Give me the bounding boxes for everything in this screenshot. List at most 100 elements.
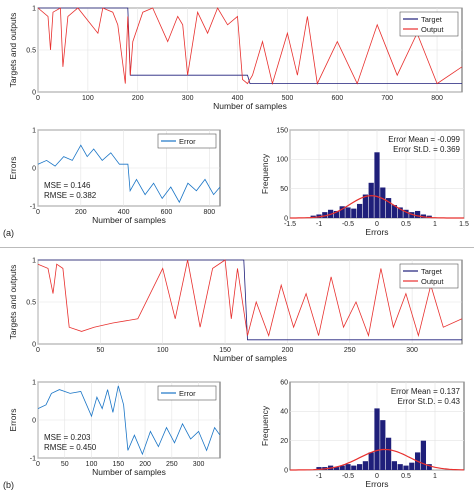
a-hist-xlabel: Errors [365, 227, 388, 237]
b-hist-bar [409, 462, 415, 470]
a-hist-bar [356, 203, 363, 218]
b-top-xtick-label: 0 [36, 347, 40, 354]
b-hist-bar [391, 461, 398, 470]
b-error-series-error [37, 385, 221, 456]
a-top-xtick-label: 800 [431, 95, 443, 102]
a-top-legend-entry: Output [421, 25, 444, 34]
b-top-series-target [38, 259, 462, 341]
a-error-xtick-label: 200 [75, 209, 87, 216]
a-hist-bar [362, 194, 369, 218]
panel-b-label: (b) [3, 480, 14, 490]
a-error-ylabel: Errors [8, 156, 18, 179]
a-hist-bar [351, 208, 357, 218]
a-hist-ytick-label: 150 [276, 127, 288, 134]
b-hist-bar [397, 464, 403, 470]
b-hist-ytick-label: 60 [280, 379, 288, 386]
a-hist-ytick-label: 100 [276, 157, 288, 164]
a-error-ytick-label: -1 [30, 203, 36, 210]
b-error-xtick-label: 200 [139, 461, 151, 468]
a-top-xtick-label: 200 [132, 95, 144, 102]
a-error-xtick-label: 800 [203, 209, 215, 216]
b-hist-ytick-label: 0 [284, 467, 288, 474]
b-hist-bar [356, 464, 363, 470]
a-hist-annotation: Error St.D. = 0.369 [393, 145, 460, 154]
b-hist-fit-curve [290, 448, 465, 471]
a-hist-ytick-label: 50 [280, 186, 288, 193]
a-hist-xtick-label: -1.5 [284, 221, 296, 228]
b-hist-xtick-label: -1 [316, 473, 322, 480]
b-error-xtick-label: 250 [166, 461, 178, 468]
a-top-series-output [37, 7, 463, 86]
a-error-xtick-label: 600 [161, 209, 173, 216]
b-top-series-output [37, 259, 463, 338]
b-error-xtick-label: 50 [61, 461, 69, 468]
b-hist-bar [333, 467, 340, 470]
b-top-ytick-label: 1 [32, 257, 36, 264]
b-hist-ylabel: Frequency [260, 405, 270, 446]
a-hist-xtick-label: 0 [375, 221, 379, 228]
a-hist-fit-curve [290, 195, 464, 219]
a-hist-bar [403, 209, 409, 218]
a-error-xtick-label: 0 [36, 209, 40, 216]
a-error-series-error [37, 144, 221, 204]
b-error-ytick-label: 1 [32, 379, 36, 386]
b-hist-annotation: Error Mean = 0.137 [391, 387, 461, 396]
a-error-legend-entry: Error [179, 137, 196, 146]
b-hist-ytick-label: 20 [280, 438, 288, 445]
panel-b: 0 50 100 150 200 250 300 0 0.5 1 Number of samples… [0, 252, 474, 497]
a-error-annotation: MSE = 0.146 [44, 181, 91, 190]
a-top-ylabel: Targets and outputs [8, 13, 18, 88]
b-error-xlabel: Number of samples [92, 467, 166, 477]
a-error-xtick-label: 400 [118, 209, 130, 216]
a-hist-xtick-label: -0.5 [342, 221, 354, 228]
a-hist-xtick-label: 1 [433, 221, 437, 228]
b-top-xtick-label: 100 [157, 347, 169, 354]
panel-divider [0, 247, 474, 248]
a-top-legend-entry: Target [421, 15, 443, 24]
b-error-ytick-label: 0 [32, 417, 36, 424]
b-hist-bar [403, 465, 409, 470]
a-top-xtick-label: 300 [182, 95, 194, 102]
a-hist-xtick-label: -1 [316, 221, 322, 228]
a-hist-bar [397, 207, 403, 218]
a-top-ytick-label: 1 [32, 5, 36, 12]
b-hist-bar [362, 461, 369, 470]
b-error-ytick-label: -1 [30, 455, 36, 462]
a-error-xlabel: Number of samples [92, 215, 166, 225]
a-top-xtick-label: 400 [232, 95, 244, 102]
a-top-xlabel: Number of samples [213, 101, 287, 111]
a-top-legend [399, 11, 459, 37]
b-top-legend-entry: Target [421, 267, 443, 276]
b-error-xtick-label: 300 [193, 461, 205, 468]
a-hist-bar [380, 187, 386, 218]
a-error-annotation: RMSE = 0.382 [44, 191, 97, 200]
b-error-legend [157, 385, 217, 401]
b-hist-bar [339, 465, 345, 470]
a-hist-annotation: Error Mean = -0.099 [388, 135, 460, 144]
a-top-xtick-label: 700 [381, 95, 393, 102]
b-top-xtick-label: 300 [406, 347, 418, 354]
b-hist-annotation: Error St.D. = 0.43 [398, 397, 461, 406]
a-hist-bar [420, 214, 427, 218]
b-top-ytick-label: 0 [32, 341, 36, 348]
a-hist-bar [391, 205, 398, 218]
b-top-legend [399, 263, 459, 289]
b-hist-bar [380, 420, 386, 470]
b-hist-bar [351, 465, 357, 470]
b-top-ytick-label: 0.5 [26, 299, 36, 306]
b-error-ylabel: Errors [8, 408, 18, 431]
b-hist-xtick-label: 1 [433, 473, 437, 480]
a-top-series-target [38, 7, 462, 84]
a-hist-bar [316, 214, 322, 218]
b-hist-xtick-label: -0.5 [342, 473, 354, 480]
a-hist-bar [385, 198, 392, 218]
a-error-legend [157, 133, 217, 149]
a-hist-ylabel: Frequency [260, 153, 270, 194]
a-hist-xtick-label: 0.5 [401, 221, 411, 228]
a-hist-xtick-label: 1.5 [459, 221, 469, 228]
panel-a-label: (a) [3, 228, 14, 238]
b-error-legend-entry: Error [179, 389, 196, 398]
b-hist-bar [368, 452, 374, 470]
